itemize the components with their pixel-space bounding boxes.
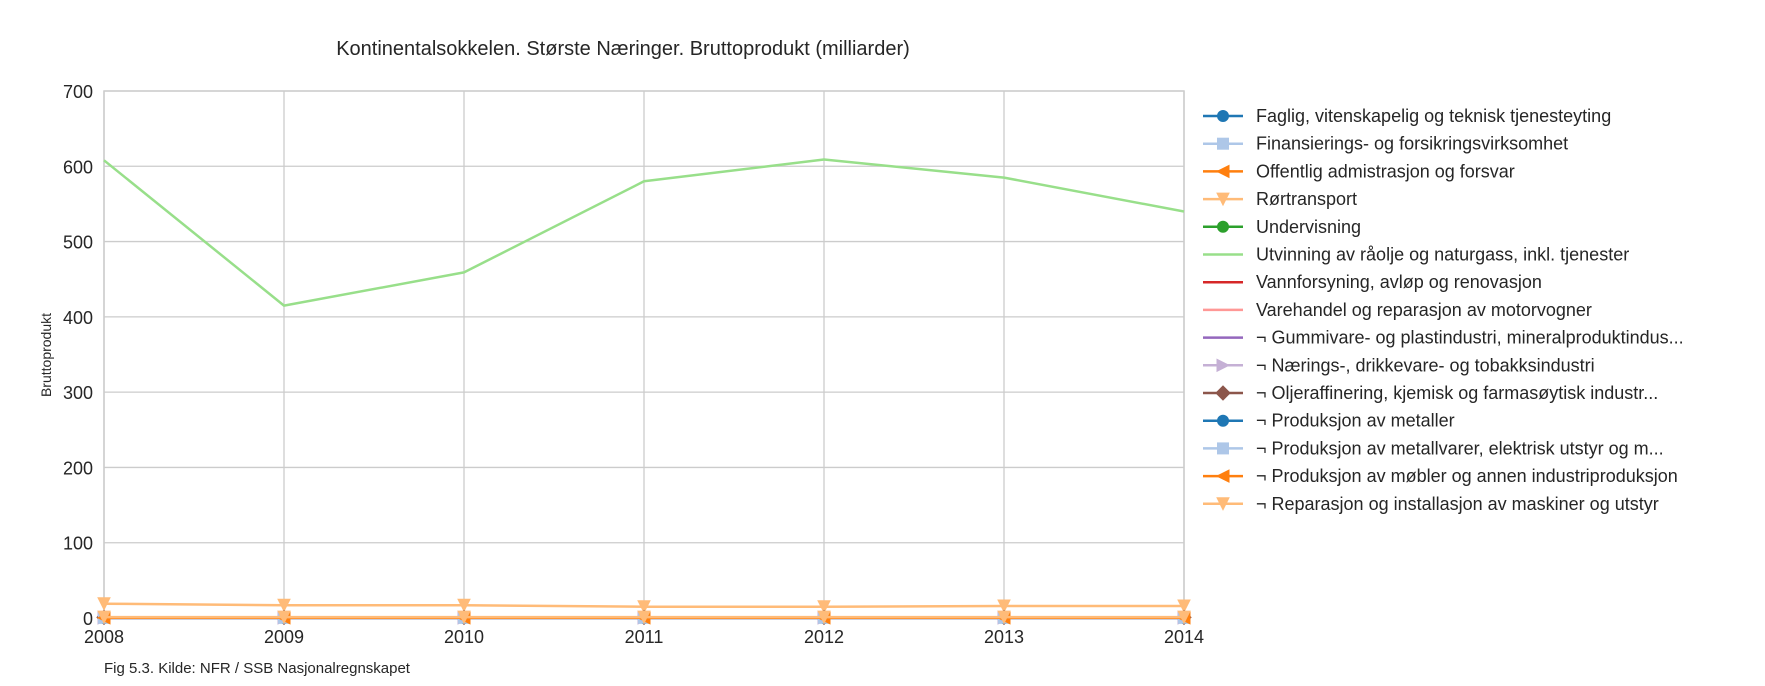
x-axis: 2008 2009 2010 2011 2012 2013 2014 — [84, 627, 1204, 647]
series-line — [103, 158, 1185, 307]
legend-label: Undervisning — [1256, 217, 1361, 237]
data-point — [277, 598, 291, 613]
legend-label: Vannforsyning, avløp og renovasjon — [1256, 272, 1542, 292]
legend-item: ¬ Oljeraffinering, kjemisk og farmasøyti… — [1203, 383, 1658, 403]
legend-marker — [1216, 192, 1230, 207]
data-point — [1177, 599, 1191, 614]
series-14 — [97, 610, 1191, 625]
legend-item: ¬ Produksjon av metaller — [1203, 411, 1455, 431]
legend: Faglig, vitenskapelig og teknisk tjenest… — [1203, 106, 1684, 514]
legend-marker — [1216, 497, 1230, 511]
chart-title: Kontinentalsokkelen. Største Næringer. B… — [336, 38, 910, 60]
legend-label: ¬ Produksjon av møbler og annen industri… — [1256, 466, 1678, 486]
legend-label: Faglig, vitenskapelig og teknisk tjenest… — [1256, 106, 1611, 126]
legend-item: Vannforsyning, avløp og renovasjon — [1203, 272, 1542, 292]
legend-marker — [1215, 385, 1231, 401]
legend-marker — [1217, 137, 1229, 150]
legend-item: ¬ Nærings-, drikkevare- og tobakksindust… — [1203, 355, 1595, 375]
data-point — [457, 598, 471, 613]
legend-marker — [1215, 164, 1230, 179]
legend-item: Varehandel og reparasjon av motorvogner — [1203, 300, 1592, 320]
y-tick-label: 100 — [63, 534, 93, 554]
legend-label: Rørtransport — [1256, 189, 1357, 209]
data-point — [997, 610, 1011, 625]
legend-marker — [1216, 358, 1231, 373]
legend-item: ¬ Reparasjon og installasjon av maskiner… — [1203, 494, 1659, 514]
legend-item: Offentlig admistrasjon og forsvar — [1203, 161, 1515, 181]
legend-label: ¬ Produksjon av metallvarer, elektrisk u… — [1256, 438, 1664, 458]
legend-item: ¬ Produksjon av møbler og annen industri… — [1203, 466, 1678, 486]
x-tick-label: 2012 — [804, 627, 844, 647]
data-point — [457, 610, 471, 625]
data-point — [637, 610, 651, 625]
legend-marker — [1217, 414, 1229, 427]
legend-marker — [1217, 220, 1229, 233]
data-point — [637, 600, 651, 614]
data-point — [1177, 610, 1191, 625]
series-5 — [103, 158, 1185, 307]
legend-label: Offentlig admistrasjon og forsvar — [1256, 161, 1515, 181]
data-point — [817, 600, 831, 614]
legend-item: ¬ Gummivare- og plastindustri, mineralpr… — [1203, 328, 1684, 348]
x-tick-label: 2008 — [84, 627, 124, 647]
data-point — [817, 610, 831, 625]
figure-caption: Fig 5.3. Kilde: NFR / SSB Nasjonalregnsk… — [104, 660, 411, 677]
y-tick-label: 700 — [63, 82, 93, 102]
legend-item: Utvinning av råolje og naturgass, inkl. … — [1203, 245, 1629, 265]
y-tick-label: 0 — [83, 609, 93, 629]
data-point — [97, 610, 111, 625]
legend-item: Rørtransport — [1203, 189, 1357, 209]
legend-label: Varehandel og reparasjon av motorvogner — [1256, 300, 1592, 320]
data-point — [277, 610, 291, 625]
y-tick-label: 200 — [63, 458, 93, 478]
y-tick-label: 400 — [63, 308, 93, 328]
legend-item: Faglig, vitenskapelig og teknisk tjenest… — [1203, 106, 1611, 126]
series-group — [96, 158, 1192, 626]
legend-label: ¬ Nærings-, drikkevare- og tobakksindust… — [1256, 355, 1595, 375]
legend-marker — [1217, 110, 1229, 122]
y-tick-label: 500 — [63, 233, 93, 253]
legend-label: ¬ Reparasjon og installasjon av maskiner… — [1256, 494, 1659, 514]
legend-label: ¬ Produksjon av metaller — [1256, 411, 1455, 431]
x-tick-label: 2009 — [264, 627, 304, 647]
legend-label: ¬ Oljeraffinering, kjemisk og farmasøyti… — [1256, 383, 1658, 403]
x-tick-label: 2014 — [1164, 627, 1204, 647]
x-tick-label: 2011 — [625, 627, 664, 647]
legend-label: ¬ Gummivare- og plastindustri, mineralpr… — [1256, 328, 1684, 348]
legend-label: Finansierings- og forsikringsvirksomhet — [1256, 134, 1568, 154]
data-point — [997, 599, 1011, 614]
series-3 — [97, 597, 1191, 614]
legend-marker — [1215, 469, 1230, 483]
data-point — [97, 597, 111, 611]
legend-item: Finansierings- og forsikringsvirksomhet — [1203, 134, 1568, 154]
legend-label: Utvinning av råolje og naturgass, inkl. … — [1256, 245, 1629, 265]
legend-item: ¬ Produksjon av metallvarer, elektrisk u… — [1203, 438, 1664, 458]
y-axis: 0 100 200 300 400 500 600 700 — [63, 82, 93, 629]
x-tick-label: 2010 — [444, 627, 484, 647]
y-tick-label: 600 — [63, 157, 93, 177]
legend-item: Undervisning — [1203, 217, 1361, 237]
legend-marker — [1217, 442, 1229, 455]
grid — [103, 90, 1185, 619]
y-tick-label: 300 — [63, 383, 93, 403]
y-axis-label: Bruttoprodukt — [38, 313, 54, 397]
x-tick-label: 2013 — [984, 627, 1024, 647]
